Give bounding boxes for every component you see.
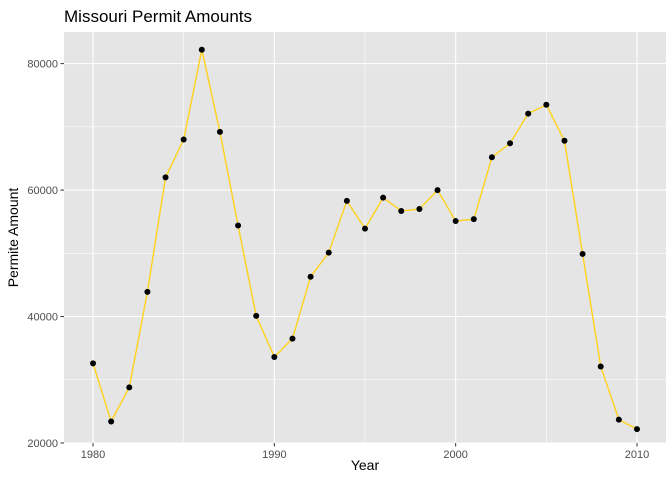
data-point: [362, 225, 368, 232]
x-tick-label: 1980: [81, 449, 105, 461]
data-point: [507, 140, 514, 147]
minor-gridlines: [64, 32, 666, 443]
y-axis: 20000 40000 60000 80000: [27, 59, 64, 450]
data-point: [579, 250, 586, 257]
chart-title: Missouri Permit Amounts: [64, 7, 252, 26]
x-axis-title: Year: [351, 457, 380, 473]
data-point: [162, 174, 169, 181]
data-point: [398, 207, 405, 214]
data-point: [633, 426, 640, 433]
y-tick-label: 60000: [27, 185, 58, 197]
data-point: [488, 154, 495, 161]
data-point: [380, 194, 387, 201]
data-point: [615, 416, 622, 423]
y-tick-label: 20000: [27, 438, 58, 450]
data-point: [216, 128, 223, 135]
x-tick-label: 2000: [443, 449, 467, 461]
data-point: [144, 288, 151, 295]
major-gridlines: [64, 32, 666, 444]
x-tick-label: 2010: [625, 449, 649, 461]
data-point: [597, 363, 604, 370]
data-point: [325, 249, 332, 256]
data-point: [343, 197, 350, 204]
data-point: [235, 222, 242, 229]
data-point: [198, 46, 205, 53]
series-points-group: [90, 46, 640, 433]
data-point: [452, 218, 459, 225]
data-point: [561, 137, 568, 144]
x-axis: 1980 1990 2000 2010: [81, 443, 649, 461]
data-point: [434, 187, 441, 194]
y-tick-label: 40000: [27, 312, 58, 324]
y-axis-title: Permite Amount: [5, 188, 21, 288]
data-point: [543, 101, 550, 108]
data-point: [271, 354, 278, 361]
data-point: [126, 384, 133, 391]
data-point: [416, 206, 423, 213]
data-point: [307, 273, 314, 280]
data-point: [253, 312, 260, 319]
data-point: [108, 418, 115, 425]
data-point: [525, 110, 532, 117]
x-tick-label: 1990: [262, 449, 286, 461]
data-point: [289, 335, 296, 342]
data-point: [470, 216, 477, 223]
data-point: [90, 360, 97, 367]
y-tick-label: 80000: [27, 59, 58, 71]
data-point: [180, 136, 187, 143]
